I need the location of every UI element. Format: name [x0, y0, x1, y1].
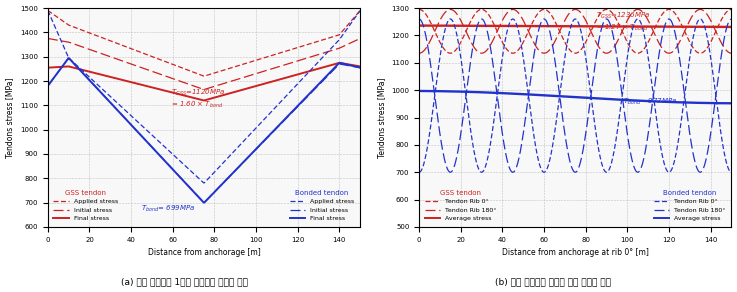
Text: $T_{bond}$= 699MPa: $T_{bond}$= 699MPa [142, 204, 196, 214]
Y-axis label: Tendons stress [MPa]: Tendons stress [MPa] [377, 77, 386, 158]
X-axis label: Distance from anchorage at rib 0° [m]: Distance from anchorage at rib 0° [m] [502, 248, 649, 257]
X-axis label: Distance from anchorage [m]: Distance from anchorage [m] [147, 248, 260, 257]
Y-axis label: Tendons stress [MPa]: Tendons stress [MPa] [6, 77, 15, 158]
Legend: Applied stress, Initial stress, Final stress: Applied stress, Initial stress, Final st… [287, 187, 357, 224]
Text: (a) 수평 원환텐던 1개의 길이방향 긴장력 분포: (a) 수평 원환텐던 1개의 길이방향 긴장력 분포 [121, 277, 248, 286]
Text: (b) 수평 원환텐던 전체의 평균 긴장력 분포: (b) 수평 원환텐던 전체의 평균 긴장력 분포 [495, 277, 611, 286]
Legend: Tendon Rib 0°, Tendon Rib 180°, Average stress: Tendon Rib 0°, Tendon Rib 180°, Average … [652, 187, 728, 224]
Text: $T_{GSS}$=1236MPa
= 1.27 × $T_{bond}$: $T_{GSS}$=1236MPa = 1.27 × $T_{bond}$ [596, 11, 650, 33]
Text: $T_{GSS}$=1120MPa
= 1.60 × $T_{bond}$: $T_{GSS}$=1120MPa = 1.60 × $T_{bond}$ [171, 88, 225, 110]
Text: $T_{bond}$= 977MPa: $T_{bond}$= 977MPa [624, 97, 677, 107]
